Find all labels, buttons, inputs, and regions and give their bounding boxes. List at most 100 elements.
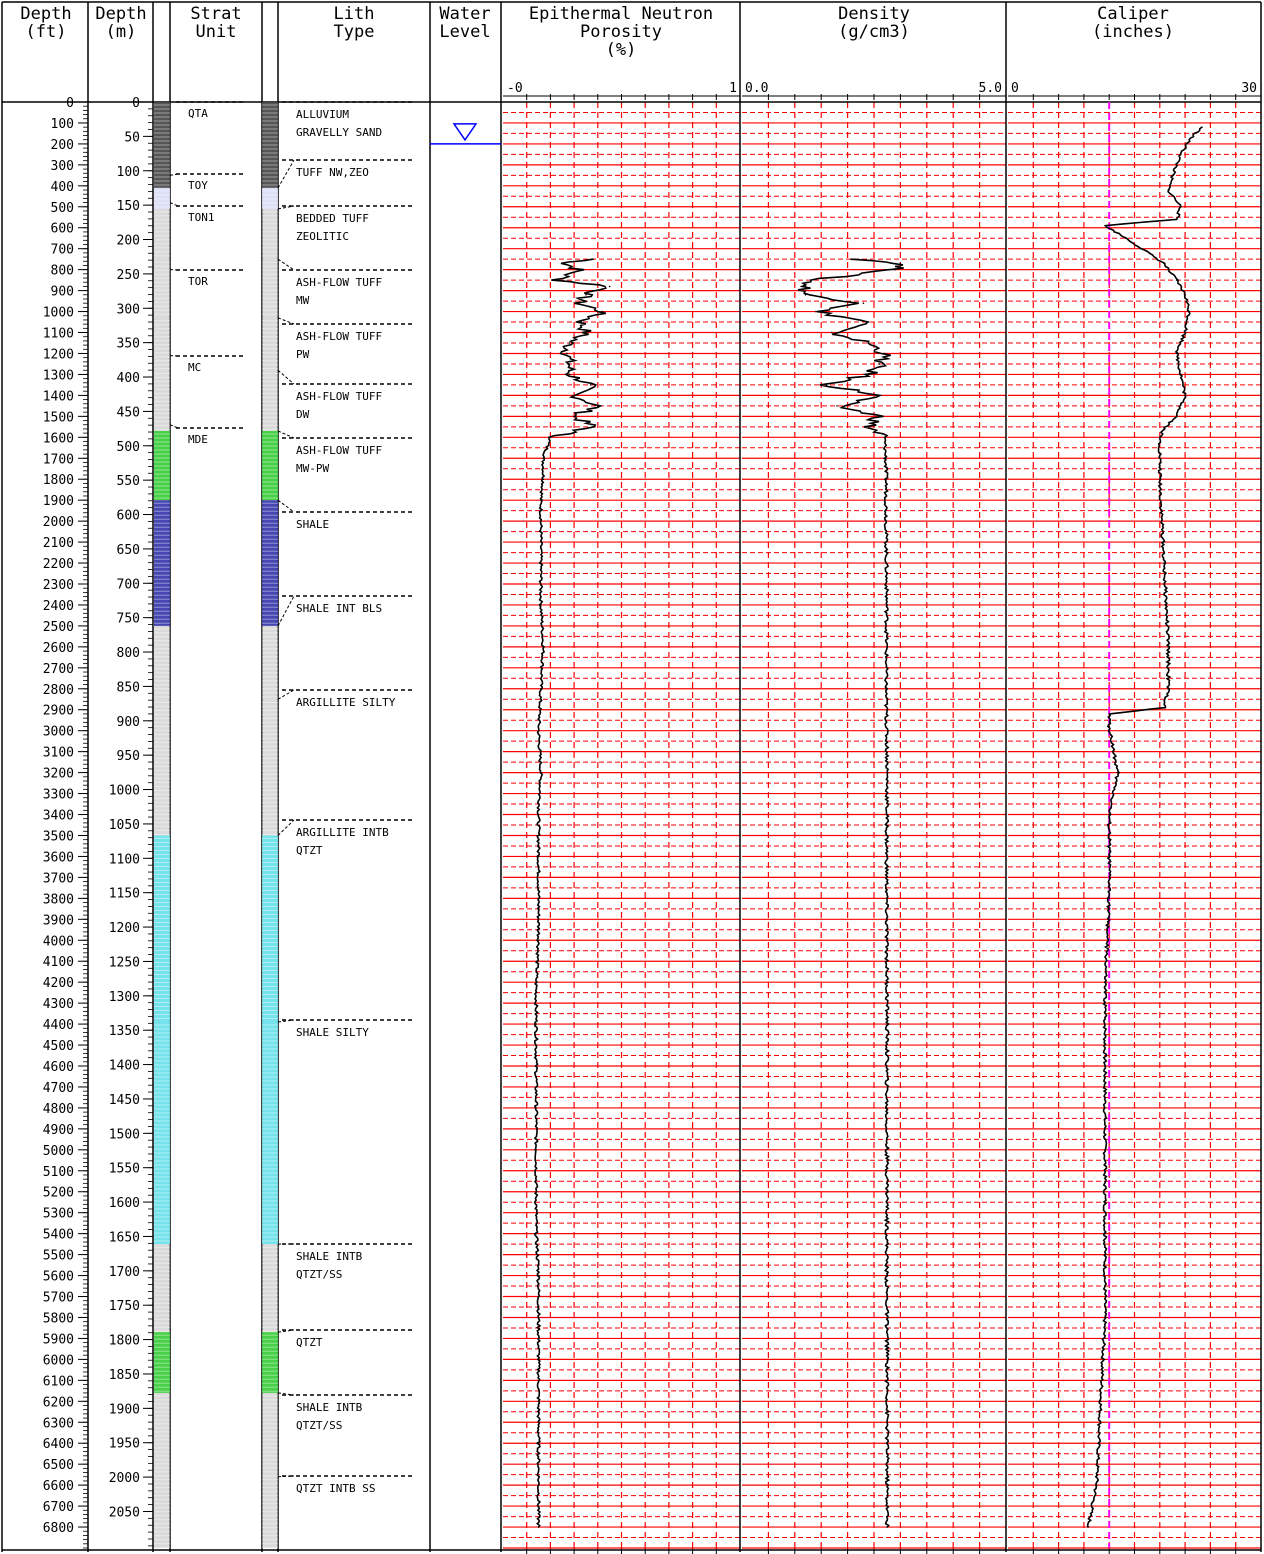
depth-ft-tick-label: 4500 xyxy=(43,1039,74,1054)
lith-bar xyxy=(262,1332,278,1393)
caliper-scale-max: 30 xyxy=(1241,81,1257,96)
lith-connector xyxy=(278,596,294,626)
strat-label: TON1 xyxy=(188,211,215,224)
lith-bar xyxy=(154,370,170,431)
curve-point xyxy=(585,332,587,334)
depth-ft-tick-label: 6200 xyxy=(43,1395,74,1410)
curve-point xyxy=(592,426,594,428)
lith-label: GRAVELLY SAND xyxy=(296,126,382,139)
curve-point xyxy=(542,457,544,459)
depth-m-tick-label: 1600 xyxy=(109,1196,140,1211)
density-scale-max: 5.0 xyxy=(979,81,1002,96)
curve-point xyxy=(885,478,887,480)
curve-point xyxy=(831,332,833,334)
curve-point xyxy=(1172,175,1174,177)
depth-ft-tick-label: 6500 xyxy=(43,1458,74,1473)
depth-ft-tick-label: 4100 xyxy=(43,955,74,970)
lith-bar xyxy=(154,1332,170,1393)
lith-bar xyxy=(262,835,278,1022)
lith-label: QTZT/SS xyxy=(296,1419,342,1432)
curve-point xyxy=(1125,237,1127,239)
depth-m-tick-label: 0 xyxy=(132,96,140,111)
depth-ft-tick-label: 5400 xyxy=(43,1228,74,1243)
curve-point xyxy=(1176,416,1178,418)
curve-point xyxy=(886,1107,888,1109)
depth-m-tick-label: 1550 xyxy=(109,1162,140,1177)
lith-label: QTZT xyxy=(296,844,323,857)
curve-point xyxy=(557,279,559,281)
curve-point xyxy=(885,688,887,690)
depth-m-tick-label: 250 xyxy=(117,268,140,283)
log-curve-1 xyxy=(798,259,904,1527)
depth-ft-tick-label: 3200 xyxy=(43,767,74,782)
curve-point xyxy=(868,342,870,344)
curve-point xyxy=(1104,1149,1106,1151)
neutron-scale-max: 1 xyxy=(729,81,737,96)
lith-label: ARGILLITE SILTY xyxy=(296,696,396,709)
lith-label: SHALE INT BLS xyxy=(296,602,382,615)
lith-bar xyxy=(154,318,170,370)
depth-ft-tick-label: 3400 xyxy=(43,809,74,824)
lith-bar xyxy=(154,259,170,318)
depth-ft-tick-label: 900 xyxy=(51,285,74,300)
depth-m-tick-label: 350 xyxy=(117,337,140,352)
depth-ft-tick-label: 3700 xyxy=(43,871,74,886)
curve-point xyxy=(884,353,886,355)
water-header-line1: Water xyxy=(439,4,490,24)
depth-ft-header-line1: Depth xyxy=(20,4,71,24)
lith-label: ASH-FLOW TUFF xyxy=(296,276,382,289)
curve-point xyxy=(538,1359,540,1361)
lith-connector xyxy=(278,820,294,835)
lith-connector xyxy=(278,370,294,384)
curve-point xyxy=(535,1065,537,1067)
curve-point xyxy=(1104,981,1106,983)
lith-label: ZEOLITIC xyxy=(296,230,349,243)
lith-bar xyxy=(262,699,278,835)
depth-m-tick-label: 100 xyxy=(117,165,140,180)
curve-point xyxy=(885,457,887,459)
curve-point xyxy=(1104,1233,1106,1235)
curve-point xyxy=(535,981,537,983)
neutron-header-line1: Epithermal Neutron xyxy=(529,4,713,24)
curve-point xyxy=(886,856,888,858)
lith-label: MW-PW xyxy=(296,462,329,475)
depth-ft-tick-label: 1700 xyxy=(43,452,74,467)
depth-m-tick-label: 1700 xyxy=(109,1265,140,1280)
depth-scales: 0100200300400500600700800900100011001200… xyxy=(43,96,153,1548)
lith-label: SHALE xyxy=(296,518,329,531)
depth-ft-tick-label: 3600 xyxy=(43,850,74,865)
depth-ft-tick-label: 2400 xyxy=(43,599,74,614)
curve-point xyxy=(569,374,571,376)
depth-m-tick-label: 1800 xyxy=(109,1334,140,1349)
curve-point xyxy=(550,437,552,439)
depth-ft-tick-label: 5600 xyxy=(43,1270,74,1285)
curve-point xyxy=(1184,294,1186,296)
density-header-line1: Density xyxy=(838,4,910,24)
strat-label: QTA xyxy=(188,107,208,120)
curve-point xyxy=(857,258,859,260)
depth-ft-tick-label: 1900 xyxy=(43,494,74,509)
curve-point xyxy=(1108,898,1110,900)
curve-point xyxy=(578,269,580,271)
depth-ft-tick-label: 1800 xyxy=(43,473,74,488)
depth-ft-header-line2: (ft) xyxy=(26,22,67,42)
curve-point xyxy=(1108,726,1110,728)
curve-point xyxy=(1108,814,1110,816)
depth-ft-tick-label: 5700 xyxy=(43,1291,74,1306)
depth-m-tick-label: 700 xyxy=(117,577,140,592)
depth-ft-tick-label: 0 xyxy=(66,96,74,111)
depth-ft-tick-label: 2800 xyxy=(43,683,74,698)
curve-point xyxy=(886,604,888,606)
lith-label: DW xyxy=(296,408,310,421)
curve-point xyxy=(538,1317,540,1319)
depth-ft-tick-label: 1600 xyxy=(43,431,74,446)
strat-header-line1: Strat xyxy=(190,4,241,24)
depth-m-tick-label: 2000 xyxy=(109,1471,140,1486)
strat-connector xyxy=(170,174,178,175)
depth-ft-tick-label: 1300 xyxy=(43,368,74,383)
curve-point xyxy=(1176,353,1178,355)
depth-ft-tick-label: 5900 xyxy=(43,1332,74,1347)
lithology-column: ALLUVIUM GRAVELLY SAND TUFF NW,ZEO BEDDED T… xyxy=(154,102,412,1548)
strat-label: MDE xyxy=(188,433,208,446)
curve-point xyxy=(868,321,870,323)
